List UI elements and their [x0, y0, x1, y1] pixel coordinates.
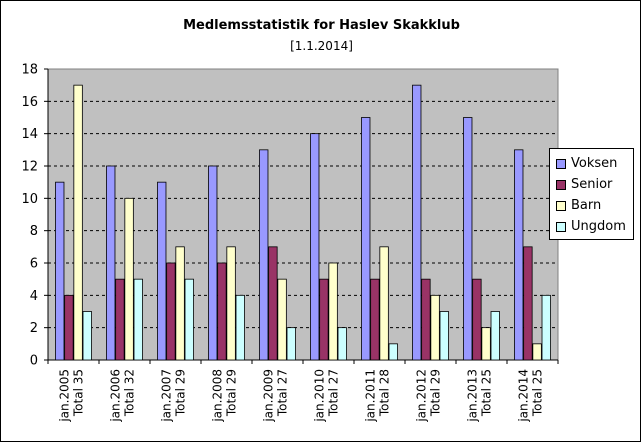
- bar-barn: [73, 84, 83, 361]
- bar-ungdom: [235, 294, 245, 361]
- bar-voksen: [412, 84, 422, 361]
- bar-barn: [124, 197, 134, 361]
- bar-senior: [370, 278, 380, 361]
- bar-barn: [277, 278, 287, 361]
- bar-voksen: [55, 181, 65, 361]
- bar-barn: [532, 343, 542, 361]
- chart-subtitle: [1.1.2014]: [290, 39, 353, 53]
- bar-voksen: [106, 165, 116, 361]
- bar-senior: [217, 262, 227, 361]
- bar-ungdom: [388, 343, 398, 361]
- x-tick-label: jan.2006: [109, 369, 123, 423]
- y-tick-label: 0: [30, 354, 38, 369]
- bar-voksen: [208, 165, 218, 361]
- bar-voksen: [361, 117, 371, 361]
- legend-item-senior: Senior: [556, 174, 633, 195]
- bar-voksen: [310, 133, 320, 361]
- bar-ungdom: [337, 327, 347, 361]
- bar-voksen: [514, 149, 524, 361]
- legend-swatch: [556, 179, 566, 190]
- x-tick-label: Total 29: [429, 369, 443, 417]
- y-tick-label: 2: [30, 321, 38, 336]
- x-tick-label: Total 35: [72, 369, 86, 417]
- bar-senior: [64, 294, 74, 361]
- legend: Voksen Senior Barn Ungdom: [549, 148, 634, 240]
- x-tick-label: Total 25: [531, 369, 545, 417]
- x-tick-label: jan.2011: [364, 369, 378, 423]
- y-tick-label: 8: [30, 224, 38, 239]
- bar-voksen: [157, 181, 167, 361]
- bar-ungdom: [133, 278, 143, 361]
- y-tick-label: 4: [30, 289, 38, 304]
- bar-senior: [523, 246, 533, 361]
- bar-ungdom: [286, 327, 296, 361]
- bar-senior: [319, 278, 329, 361]
- x-tick-label: Total 32: [123, 369, 137, 417]
- bar-ungdom: [184, 278, 194, 361]
- legend-label: Senior: [571, 177, 613, 192]
- legend-item-voksen: Voksen: [556, 153, 633, 174]
- x-tick-label: Total 29: [225, 369, 239, 417]
- bar-ungdom: [82, 311, 92, 361]
- x-tick-label: Total 27: [327, 369, 341, 417]
- legend-swatch: [556, 221, 566, 232]
- y-tick-label: 10: [21, 192, 38, 207]
- bar-barn: [430, 294, 440, 361]
- x-tick-label: jan.2008: [211, 369, 225, 423]
- y-tick-label: 6: [30, 257, 38, 272]
- chart-title: Medlemsstatistik for Haslev Skakklub: [183, 18, 460, 33]
- bar-barn: [328, 262, 338, 361]
- legend-swatch: [556, 158, 566, 169]
- bar-barn: [226, 246, 236, 361]
- legend-item-ungdom: Ungdom: [556, 216, 633, 237]
- bar-voksen: [259, 149, 269, 361]
- legend-label: Voksen: [571, 156, 618, 171]
- legend-swatch: [556, 200, 566, 211]
- y-tick-label: 16: [21, 95, 38, 110]
- x-tick-label: jan.2014: [517, 369, 531, 423]
- x-tick-label: jan.2007: [160, 369, 174, 423]
- x-tick-label: Total 29: [174, 369, 188, 417]
- x-tick-label: jan.2009: [262, 369, 276, 423]
- bar-ungdom: [439, 311, 449, 361]
- bar-senior: [268, 246, 278, 361]
- bar-senior: [421, 278, 431, 361]
- bar-senior: [472, 278, 482, 361]
- y-tick-label: 12: [21, 160, 38, 175]
- legend-label: Barn: [571, 198, 602, 213]
- y-tick-label: 14: [21, 127, 38, 142]
- bar-voksen: [463, 117, 473, 361]
- bar-ungdom: [541, 294, 551, 361]
- x-tick-label: Total 25: [480, 369, 494, 417]
- bar-barn: [379, 246, 389, 361]
- bar-barn: [175, 246, 185, 361]
- bar-senior: [166, 262, 176, 361]
- legend-item-barn: Barn: [556, 195, 633, 216]
- bar-barn: [481, 327, 491, 361]
- legend-label: Ungdom: [571, 219, 626, 234]
- x-tick-label: jan.2005: [58, 369, 72, 423]
- bar-ungdom: [490, 311, 500, 361]
- x-tick-label: Total 27: [276, 369, 290, 417]
- x-tick-label: Total 28: [378, 369, 392, 417]
- x-tick-label: jan.2010: [313, 369, 327, 423]
- x-tick-label: jan.2013: [466, 369, 480, 423]
- x-tick-label: jan.2012: [415, 369, 429, 423]
- bar-senior: [115, 278, 125, 361]
- y-tick-label: 18: [21, 63, 38, 78]
